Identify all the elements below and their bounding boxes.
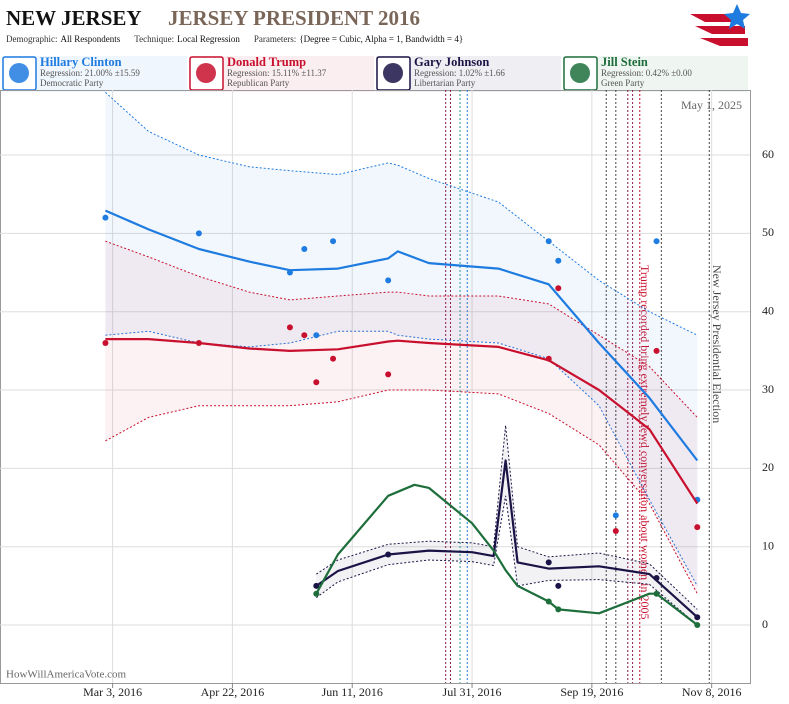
y-tick-label: 40 [762, 303, 774, 317]
legend-icon-shape [383, 63, 403, 83]
date-label: May 1, 2025 [681, 98, 742, 112]
x-tick-label: Jun 11, 2016 [322, 685, 383, 699]
annotation: New Jersey Presidential Election [710, 265, 724, 423]
legend-party: Green Party [601, 78, 645, 88]
regression-line [315, 483, 698, 626]
state-title: NEW JERSEY [6, 6, 142, 30]
legend-regression: Regression: 1.02% ±1.66 [414, 68, 505, 78]
regression-line [104, 209, 699, 462]
legend-regression: Regression: 21.00% ±15.59 [40, 68, 140, 78]
poll-point [313, 582, 320, 589]
legend-party: Libertarian Party [414, 78, 476, 88]
y-tick-label: 30 [762, 382, 774, 396]
poll-point [330, 238, 337, 245]
y-tick-label: 0 [762, 617, 768, 631]
x-tick-label: Mar 3, 2016 [83, 685, 142, 699]
y-tick-label: 50 [762, 225, 774, 239]
meta-value: Local Regression [177, 34, 240, 44]
meta-label: Technique: [134, 34, 174, 44]
poll-point [653, 575, 660, 582]
plot-frame [0, 90, 751, 684]
legend-regression: Regression: 0.42% ±0.00 [601, 68, 692, 78]
poll-point [555, 257, 562, 264]
meta-value: {Degree = Cubic, Alpha = 1, Bandwidth = … [299, 34, 463, 44]
legend-party: Republican Party [227, 78, 290, 88]
poll-point [102, 340, 109, 347]
legend-icon-shape [196, 63, 216, 83]
poll-point [545, 559, 552, 566]
legend-icon-shape [570, 63, 590, 83]
legend-regression: Regression: 15.11% ±11.37 [227, 68, 327, 78]
legend-name: Jill Stein [601, 55, 648, 69]
poll-point [313, 590, 320, 597]
x-tick-label: Apr 22, 2016 [201, 685, 265, 699]
confidence-band [105, 241, 698, 594]
meta-label: Demographic: [6, 34, 57, 44]
band-lower [105, 389, 698, 594]
legend-name: Hillary Clinton [40, 55, 122, 69]
poll-point [694, 524, 701, 531]
poll-point [612, 528, 619, 535]
poll-point [313, 332, 320, 339]
confidence-band [105, 92, 698, 586]
poll-point [301, 332, 308, 339]
legend-icon-shape [9, 63, 29, 83]
poll-point [102, 214, 109, 221]
poll-point [555, 606, 562, 613]
poll-point [301, 246, 308, 253]
poll-point [694, 622, 701, 629]
poll-point [545, 355, 552, 362]
band-upper [105, 240, 698, 418]
legend-name: Donald Trump [227, 55, 306, 69]
poll-point [385, 371, 392, 378]
poll-point [313, 379, 320, 386]
logo [690, 4, 750, 46]
poll-point [653, 590, 660, 597]
poll-point [653, 238, 660, 245]
poll-point [694, 614, 701, 621]
legend-name: Gary Johnson [414, 55, 489, 69]
regression-line [315, 459, 699, 619]
y-tick-label: 60 [762, 147, 774, 161]
poll-point [545, 238, 552, 245]
x-tick-label: Jul 31, 2016 [443, 685, 502, 699]
band-upper [316, 425, 698, 610]
poll-point [330, 355, 337, 362]
annotation: Trump recorded bring extremely lewd conv… [638, 265, 652, 619]
y-tick-label: 10 [762, 538, 774, 552]
chart-title: JERSEY PRESIDENT 2016 [168, 6, 420, 30]
regression-line [105, 338, 699, 505]
legend-party: Democratic Party [40, 78, 104, 88]
poll-point [385, 551, 392, 558]
poll-point [195, 340, 202, 347]
poll-point [286, 324, 293, 331]
meta-value: All Respondents [60, 34, 120, 44]
poll-point [653, 347, 660, 354]
meta-label: Parameters: [254, 34, 296, 44]
poll-point [195, 230, 202, 237]
poll-point [555, 582, 562, 589]
x-tick-label: Sep 19, 2016 [560, 685, 623, 699]
poll-point [612, 512, 619, 519]
poll-point [286, 269, 293, 276]
confidence-band [316, 425, 698, 625]
x-tick-label: Nov 8, 2016 [682, 685, 742, 699]
poll-point [545, 598, 552, 605]
watermark: HowWillAmericaVote.com [6, 669, 126, 681]
poll-point [385, 277, 392, 284]
poll-point [555, 285, 562, 292]
band-lower [316, 495, 698, 626]
band-upper [105, 92, 698, 336]
y-tick-label: 20 [762, 460, 774, 474]
